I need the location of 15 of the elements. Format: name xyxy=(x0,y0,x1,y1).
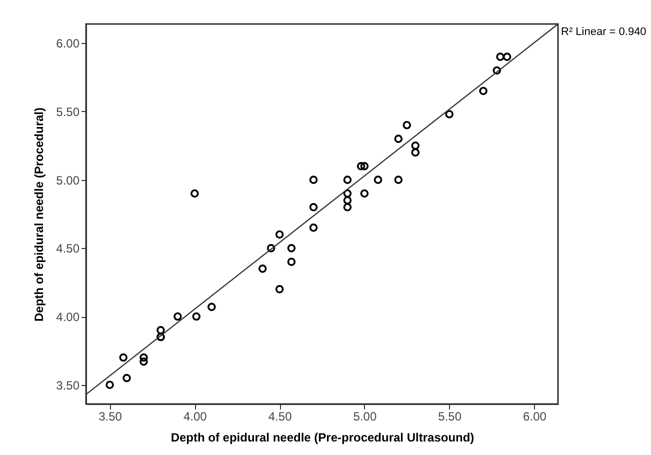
x-axis-title: Depth of epidural needle (Pre-procedural Ultrasound) xyxy=(170,430,474,444)
y-tick-label: 4.00 xyxy=(56,310,80,324)
y-axis-title: Depth of epidural needle (Procedural) xyxy=(32,107,46,322)
x-tick-label: 4.00 xyxy=(183,410,208,424)
x-tick-label: 5.50 xyxy=(438,410,462,424)
x-tick-label: 5.00 xyxy=(353,410,377,424)
annotation: R² Linear = 0.940 xyxy=(561,26,646,38)
x-tick-label: 4.50 xyxy=(268,410,292,424)
y-tick-label: 4.50 xyxy=(56,242,80,256)
y-tick-label: 5.50 xyxy=(56,104,80,119)
x-tick-label: 3.50 xyxy=(98,410,122,424)
x-tick-label: 6.00 xyxy=(523,410,547,424)
y-tick-label: 5.00 xyxy=(56,173,80,188)
y-tick-label: 6.00 xyxy=(56,36,80,51)
y-tick-label: 3.50 xyxy=(56,378,80,392)
